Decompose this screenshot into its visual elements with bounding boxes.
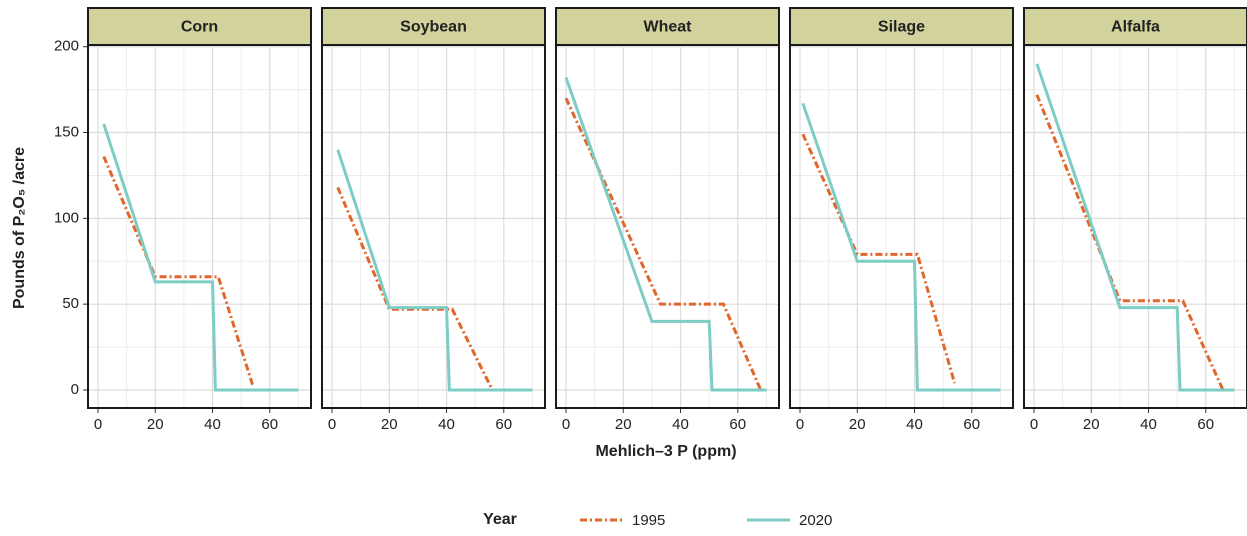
legend-label: 1995 bbox=[632, 512, 665, 529]
series-line bbox=[102, 123, 299, 392]
panel-title: Silage bbox=[878, 19, 925, 36]
x-tick-label: 40 bbox=[906, 416, 923, 433]
y-tick-label: 200 bbox=[54, 38, 79, 55]
x-tick-label: 0 bbox=[328, 416, 336, 433]
x-tick-label: 40 bbox=[204, 416, 221, 433]
series-line bbox=[336, 149, 533, 392]
x-tick-label: 20 bbox=[1083, 416, 1100, 433]
panel-strip bbox=[321, 7, 546, 46]
y-tick-label: 100 bbox=[54, 209, 79, 226]
panel-background bbox=[1024, 45, 1247, 408]
legend-label: 2020 bbox=[799, 512, 832, 529]
panel-strip bbox=[87, 7, 312, 46]
panel-title: Soybean bbox=[400, 19, 467, 36]
y-axis-label: Pounds of P₂O₅ /acre bbox=[11, 147, 28, 309]
x-tick-label: 0 bbox=[796, 416, 804, 433]
x-tick-label: 0 bbox=[1030, 416, 1038, 433]
x-tick-label: 20 bbox=[615, 416, 632, 433]
series-line bbox=[801, 102, 1001, 392]
series-line bbox=[564, 77, 767, 392]
y-tick-label: 150 bbox=[54, 124, 79, 141]
panel-strip bbox=[1023, 7, 1247, 46]
x-tick-label: 60 bbox=[261, 416, 278, 433]
x-tick-label: 60 bbox=[495, 416, 512, 433]
series-line bbox=[336, 186, 494, 391]
x-tick-label: 20 bbox=[849, 416, 866, 433]
x-tick-label: 40 bbox=[1140, 416, 1157, 433]
x-tick-label: 0 bbox=[562, 416, 570, 433]
panel-title: Alfalfa bbox=[1111, 19, 1160, 36]
x-tick-label: 0 bbox=[94, 416, 102, 433]
panel-strip bbox=[555, 7, 780, 46]
series-line bbox=[801, 133, 957, 384]
y-tick-label: 0 bbox=[71, 381, 79, 398]
x-tick-label: 60 bbox=[963, 416, 980, 433]
legend-title: Year bbox=[483, 511, 517, 528]
series-line bbox=[564, 97, 763, 391]
panel-title: Corn bbox=[181, 19, 218, 36]
x-tick-label: 20 bbox=[381, 416, 398, 433]
x-tick-label: 40 bbox=[672, 416, 689, 433]
x-tick-label: 60 bbox=[729, 416, 746, 433]
series-line bbox=[1035, 94, 1225, 391]
panel-strip bbox=[789, 7, 1014, 46]
x-axis-label: Mehlich–3 P (ppm) bbox=[595, 443, 736, 460]
panel-title: Wheat bbox=[644, 19, 693, 36]
y-tick-label: 50 bbox=[62, 295, 79, 312]
panel-background bbox=[322, 45, 545, 408]
x-tick-label: 60 bbox=[1197, 416, 1214, 433]
series-line bbox=[102, 155, 255, 386]
panel-background bbox=[88, 45, 311, 408]
series-line bbox=[1035, 63, 1235, 392]
panel-background bbox=[790, 45, 1013, 408]
x-tick-label: 40 bbox=[438, 416, 455, 433]
panel-background bbox=[556, 45, 779, 408]
x-tick-label: 20 bbox=[147, 416, 164, 433]
